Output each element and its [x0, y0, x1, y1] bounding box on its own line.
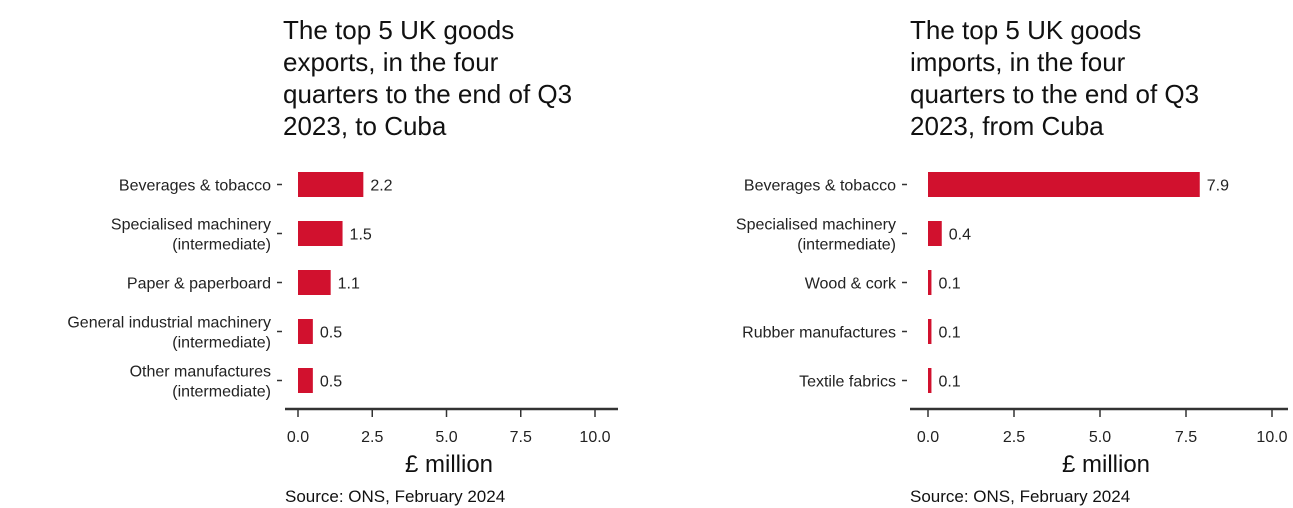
x-tick-label: 0.0: [287, 429, 309, 446]
x-tick-label: 2.5: [361, 429, 383, 446]
x-tick-label: 7.5: [1175, 429, 1197, 446]
bar: [298, 221, 343, 246]
category-label: Other manufactures (intermediate): [130, 364, 271, 401]
exports-chart-source: Source: ONS, February 2024: [285, 487, 506, 506]
bar: [298, 368, 313, 393]
bar: [928, 319, 932, 344]
x-tick-label: 7.5: [510, 429, 532, 446]
category-label: Specialised machinery (intermediate): [111, 217, 271, 254]
x-tick-label: 10.0: [1256, 429, 1287, 446]
data-label: 0.5: [320, 325, 342, 342]
x-tick-label: 5.0: [1089, 429, 1111, 446]
bar: [298, 172, 364, 197]
imports-chart-source: Source: ONS, February 2024: [910, 487, 1131, 506]
x-tick-label: 10.0: [579, 429, 610, 446]
bar: [928, 221, 942, 246]
data-label: 2.2: [370, 178, 392, 195]
exports-chart-panel: The top 5 UK goods exports, in the four …: [0, 0, 640, 508]
bar: [298, 270, 331, 295]
x-axis-label: £ million: [1062, 451, 1150, 478]
category-label: Specialised machinery (intermediate): [736, 217, 896, 254]
exports-chart-title: The top 5 UK goods exports, in the four …: [283, 15, 573, 141]
bar: [928, 368, 932, 393]
imports-chart-title: The top 5 UK goods imports, in the four …: [910, 15, 1200, 141]
category-label: Textile fabrics: [799, 374, 896, 391]
data-label: 0.1: [938, 374, 960, 391]
x-axis-label: £ million: [405, 451, 493, 478]
bar: [928, 270, 932, 295]
data-label: 0.4: [949, 227, 971, 244]
data-label: 0.1: [938, 325, 960, 342]
data-label: 7.9: [1207, 178, 1229, 195]
category-label: Beverages & tobacco: [119, 178, 271, 195]
x-tick-label: 5.0: [435, 429, 457, 446]
category-label: Wood & cork: [805, 276, 897, 293]
category-label: General industrial machinery (intermediat…: [67, 315, 271, 352]
data-label: 0.1: [938, 276, 960, 293]
data-label: 0.5: [320, 374, 342, 391]
data-label: 1.5: [350, 227, 372, 244]
data-label: 1.1: [338, 276, 360, 293]
category-label: Rubber manufactures: [742, 325, 896, 342]
exports-chart-plot: Beverages & tobacco 2.2 Specialised machin…: [67, 172, 618, 478]
bar: [298, 319, 313, 344]
imports-chart-plot: Beverages & tobacco 7.9 Specialised machin…: [736, 172, 1288, 478]
category-label: Paper & paperboard: [127, 276, 271, 293]
x-tick-label: 0.0: [917, 429, 939, 446]
imports-chart-panel: The top 5 UK goods imports, in the four …: [640, 0, 1293, 508]
category-label: Beverages & tobacco: [744, 178, 896, 195]
bar: [928, 172, 1200, 197]
x-tick-label: 2.5: [1003, 429, 1025, 446]
